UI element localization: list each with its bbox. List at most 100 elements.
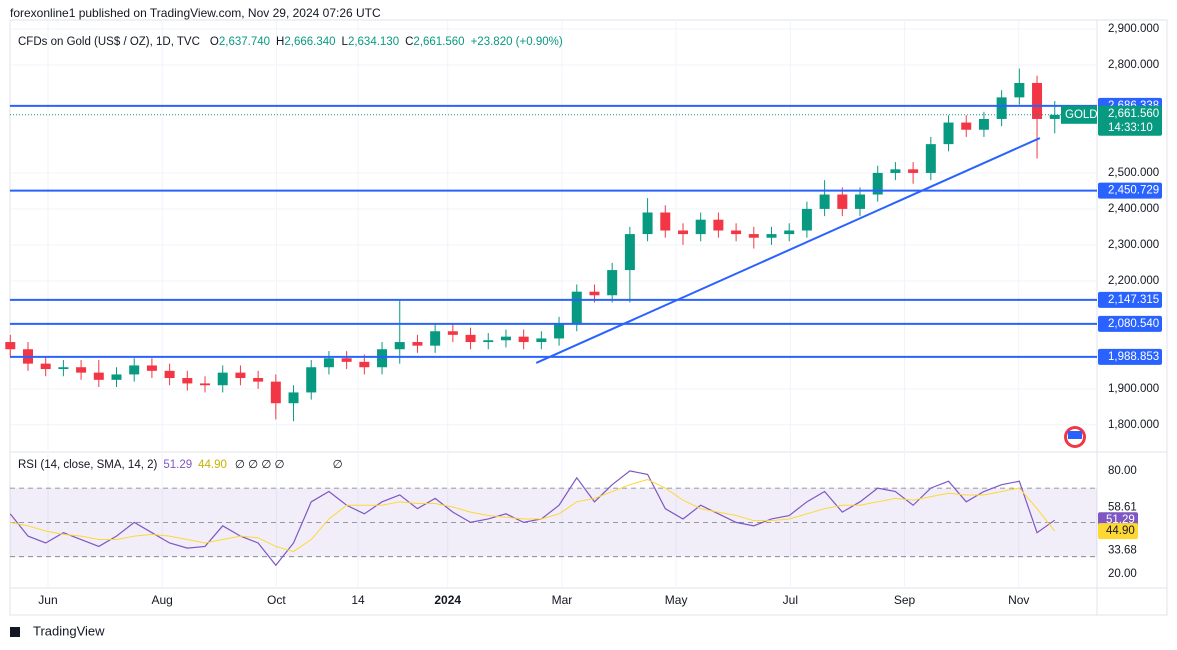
candle-body (996, 97, 1007, 119)
rsi-line (10, 478, 1056, 553)
candle-body (961, 122, 972, 130)
legend-value: 51.29 (163, 459, 192, 471)
candle-body (908, 169, 919, 173)
candle-body (748, 234, 759, 238)
rsi-tick-label: 20.00 (1108, 568, 1137, 580)
candle-body (500, 336, 511, 341)
candle-body (766, 234, 777, 238)
y-tick-label: 1,900.000 (1108, 383, 1159, 395)
candle-body (164, 370, 175, 379)
x-tick-label: May (665, 593, 688, 607)
symbol-badge (1061, 105, 1097, 124)
candle-body (855, 194, 866, 209)
candle-body (784, 230, 795, 235)
candle-body (217, 372, 228, 386)
legend-value: 2,637.740 (219, 36, 270, 48)
footer-logo: TradingView (33, 623, 105, 638)
trend-line (535, 137, 1041, 364)
candle-body (93, 372, 104, 380)
candle-body (40, 363, 51, 370)
legend-value: 2,634.130 (348, 36, 399, 48)
candle-body (377, 349, 388, 368)
legend-key: L (342, 36, 349, 48)
candle-body (58, 367, 69, 370)
candle-body (943, 122, 954, 145)
candle-body (76, 367, 87, 373)
x-tick-label: Jul (783, 593, 798, 607)
symbol-label: GOLD (1065, 109, 1098, 121)
candle-body (589, 291, 600, 296)
candle-body (412, 342, 423, 346)
candle-body (235, 372, 246, 379)
candle-body (182, 378, 193, 384)
candle-body (872, 172, 883, 195)
candle-body (554, 324, 565, 339)
candle-body (801, 208, 812, 231)
candle-body (359, 361, 370, 368)
candle-body (483, 340, 494, 343)
rsi-legend: RSI (14, close, SMA, 14, 2) 51.29 44.90 ∅ ∅… (18, 459, 343, 471)
candle-body (288, 392, 299, 404)
price-legend: CFDs on Gold (US$ / OZ), 1D, TVC O2,637.7… (18, 36, 563, 48)
candle-body (571, 291, 582, 325)
legend-key: O (210, 36, 219, 48)
candle-body (1014, 82, 1025, 98)
flag-icon (1064, 426, 1086, 448)
candle-body (323, 358, 334, 368)
logo: TradingView (10, 623, 105, 638)
x-tick-label: Aug (152, 593, 173, 607)
level-badge (1098, 348, 1162, 365)
candle-body (677, 230, 688, 235)
candle-body (447, 331, 458, 335)
rsi-tick-label: 58.61 (1108, 502, 1137, 514)
candle-body (695, 219, 706, 235)
rsi-badge (1098, 523, 1138, 540)
candle-body (146, 365, 157, 371)
candle-body (306, 367, 317, 393)
candle-body (536, 338, 547, 343)
candle-body (890, 169, 901, 173)
candle-body (465, 334, 476, 343)
rsi-tick-label: 80.00 (1108, 465, 1137, 477)
x-tick-label: Nov (1008, 593, 1029, 607)
candle-body (111, 374, 122, 380)
candle-body (1049, 114, 1060, 119)
y-tick-label: 2,400.000 (1108, 203, 1159, 215)
legend-value: 2,661.560 (413, 36, 464, 48)
last-price-label: 2,661.560 (1108, 108, 1159, 120)
legend-change: +23.820 (+0.90%) (471, 36, 563, 48)
y-tick-label: 2,300.000 (1108, 239, 1159, 251)
candle-body (1032, 82, 1043, 119)
rsi-badge-label: 44.90 (1106, 525, 1135, 537)
candle-body (270, 381, 281, 404)
level-badge (1098, 291, 1162, 308)
level-label: 2,450.729 (1108, 185, 1159, 197)
level-label: 1,988.853 (1108, 351, 1159, 363)
legend-title: RSI (14, close, SMA, 14, 2) (18, 459, 158, 471)
candle-body (837, 194, 848, 209)
published-line: forexonline1 published on TradingView.co… (10, 6, 381, 20)
candle-body (430, 331, 441, 346)
x-tick-label: Sep (894, 593, 916, 607)
candle-body (253, 378, 264, 382)
level-badge (1098, 315, 1162, 332)
candle-body (925, 144, 936, 173)
candle-body (731, 230, 742, 235)
candle-body (660, 212, 671, 231)
rsi-tick-label: 33.68 (1108, 544, 1137, 556)
candle-body (713, 219, 724, 231)
countdown-label: 14:33:10 (1108, 122, 1153, 134)
legend-symbols: ∅ ∅ ∅ ∅ (235, 459, 285, 471)
legend-value: 2,666.340 (284, 36, 335, 48)
candle-body (819, 194, 830, 209)
candle-body (624, 234, 635, 271)
x-tick-label: Oct (267, 593, 286, 607)
candle-body (978, 118, 989, 130)
legend-key: H (276, 36, 284, 48)
y-tick-label: 2,800.000 (1108, 59, 1159, 71)
y-tick-label: 1,800.000 (1108, 419, 1159, 431)
candle-body (642, 212, 653, 235)
candle-body (200, 383, 211, 386)
y-tick-label: 2,900.000 (1108, 23, 1159, 35)
